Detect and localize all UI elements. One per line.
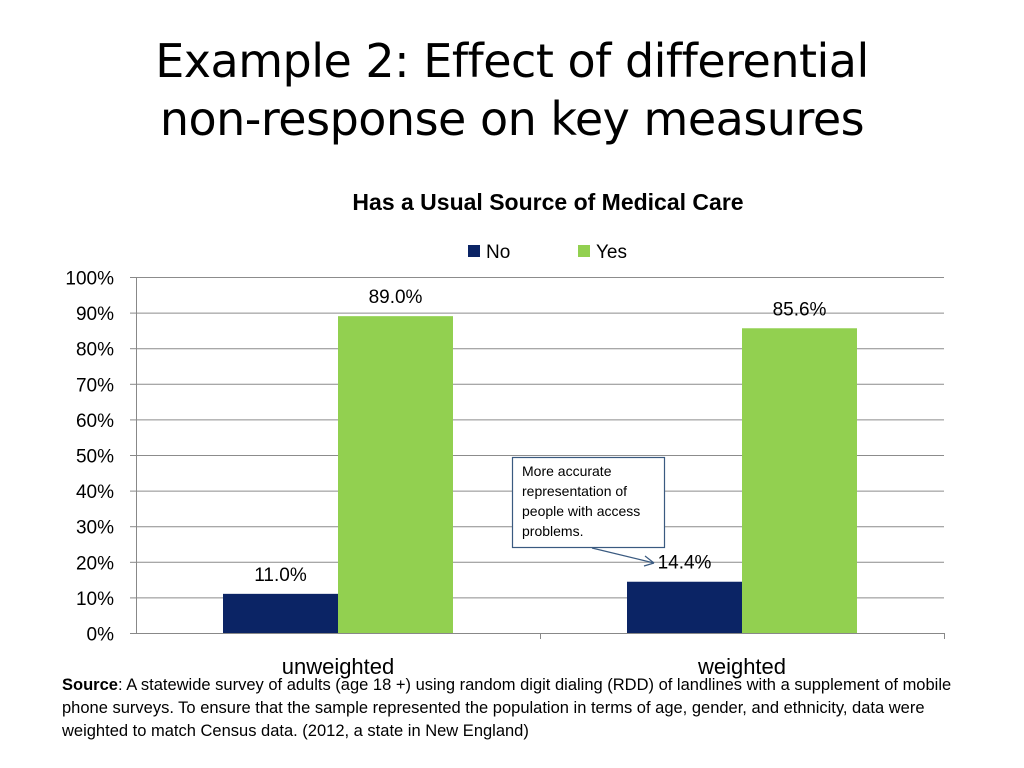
y-tick-label: 100% [65,269,114,290]
annotation-arrow [591,547,655,564]
y-tick-label: 90% [76,304,114,325]
y-tick-label: 80% [76,340,114,361]
annotation: More accurate representation of people wit… [511,456,666,567]
y-tick-label: 50% [76,447,114,468]
bar-yes-weighted [742,328,857,633]
source-note: Source: A statewide survey of adults (ag… [62,674,972,743]
annotation-text: people with access [522,503,640,519]
y-tick-label: 0% [87,625,115,646]
title-line-2: non-response on key measures [159,92,865,146]
x-tick-label: unweighted [282,654,395,679]
legend: No Yes [468,242,627,263]
legend-label: Yes [596,242,627,263]
arrowhead-icon [643,555,655,567]
source-label: Source [62,676,118,694]
legend-label: No [486,242,510,263]
y-tick-label: 10% [76,589,114,610]
legend-swatch-yes [578,245,590,257]
bar-yes-unweighted [338,316,453,633]
annotation-box [511,456,666,549]
legend-swatch-no [468,245,480,257]
y-tick-label: 70% [76,375,114,396]
bars: 11.0% 89.0% 14.4% 85.6% [223,287,857,633]
slide-title: Example 2: Effect of differential non-re… [0,32,1024,148]
y-tick-label: 20% [76,553,114,574]
annotation-text: representation of [522,483,627,499]
title-line-1: Example 2: Effect of differential [155,34,869,88]
annotation-text: problems. [522,523,583,539]
source-text: : A statewide survey of adults (age 18 +… [62,676,952,740]
data-label: 85.6% [773,299,827,320]
y-tick-label: 60% [76,411,114,432]
data-label: 89.0% [369,287,423,308]
annotation-text: More accurate [522,463,612,479]
chart-title: Has a Usual Source of Medical Care [352,189,743,215]
y-tick-label: 30% [76,518,114,539]
data-label: 11.0% [254,565,307,586]
x-tick-label: weighted [697,654,786,679]
y-tick-label: 40% [76,482,114,503]
bar-no-unweighted [223,593,338,633]
data-label: 14.4% [658,553,712,574]
bar-no-weighted [627,581,742,633]
